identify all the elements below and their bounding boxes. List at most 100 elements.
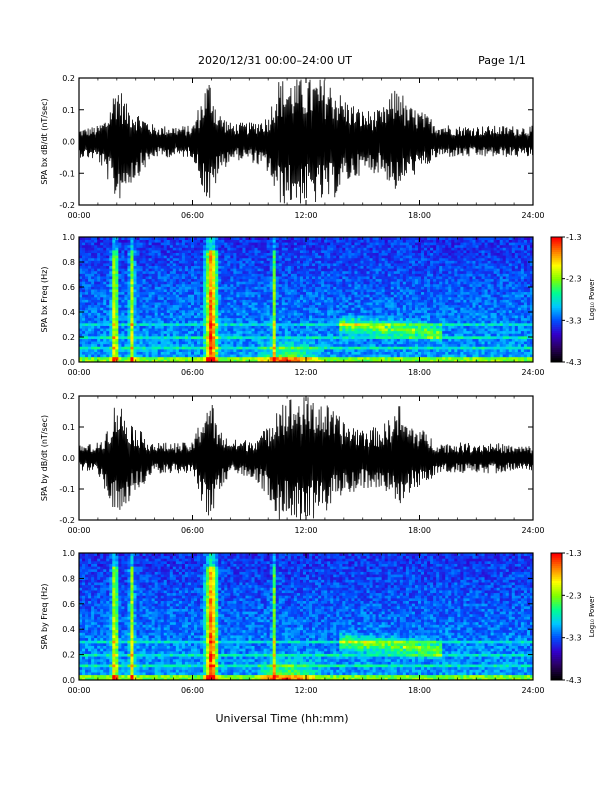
- spectrogram-cell: [106, 317, 110, 321]
- spectrogram-cell: [175, 335, 180, 339]
- spectrogram-cell: [315, 260, 319, 264]
- spectrogram-cell: [127, 328, 131, 332]
- spectrogram-cell: [369, 250, 373, 254]
- spectrogram-cell: [257, 299, 261, 303]
- spectrogram-cell: [154, 356, 159, 360]
- spectrogram-cell: [82, 302, 86, 306]
- spectrogram-cell: [218, 244, 222, 248]
- spectrogram-cell: [215, 343, 219, 347]
- spectrogram-cell: [318, 354, 322, 358]
- spectrogram-cell: [109, 276, 113, 280]
- spectrogram-cell: [299, 322, 304, 326]
- spectrogram-cell: [79, 268, 83, 272]
- spectrogram-cell: [339, 330, 343, 334]
- spectrogram-cell: [272, 278, 277, 282]
- spectrogram-cell: [287, 291, 292, 295]
- spectrogram-cell: [227, 330, 231, 334]
- spectrogram-cell: [166, 302, 171, 306]
- spectrogram-cell: [327, 278, 331, 282]
- spectrogram-cell: [233, 252, 237, 256]
- spectrogram-cell: [151, 291, 156, 295]
- spectrogram-cell: [145, 317, 150, 321]
- spectrogram-cell: [133, 283, 137, 287]
- spectrogram-cell: [115, 257, 119, 261]
- spectrogram-cell: [351, 244, 355, 248]
- spectrogram-cell: [215, 247, 219, 251]
- spectrogram-cell: [321, 322, 325, 326]
- spectrogram-cell: [194, 273, 198, 277]
- spectrogram-cell: [157, 289, 162, 293]
- spectrogram-cell: [363, 286, 367, 290]
- spectrogram-cell: [154, 286, 159, 290]
- spectrogram-cell: [369, 239, 373, 243]
- spectrogram-cell: [206, 294, 210, 298]
- spectrogram-cell: [118, 299, 122, 303]
- spectrogram-cell: [194, 265, 198, 269]
- spectrogram-cell: [85, 315, 89, 319]
- spectrogram-cell: [91, 328, 95, 332]
- spectrogram-cell: [290, 276, 295, 280]
- spectrogram-cell: [85, 343, 89, 347]
- spectrogram-cell: [260, 296, 265, 300]
- spectrogram-cell: [181, 237, 186, 240]
- spectrogram-cell: [215, 302, 219, 306]
- spectrogram-cell: [354, 289, 358, 293]
- spectrogram-cell: [206, 312, 210, 316]
- spectrogram-cell: [260, 299, 265, 303]
- spectrogram-cell: [151, 257, 156, 261]
- spectrogram-cell: [378, 257, 383, 261]
- spectrogram-cell: [363, 252, 367, 256]
- spectrogram-cell: [163, 296, 168, 300]
- spectrogram-cell: [293, 257, 298, 261]
- spectrogram-cell: [103, 338, 107, 342]
- spectrogram-cell: [318, 257, 322, 261]
- spectrogram-cell: [381, 263, 386, 267]
- spectrogram-cell: [109, 315, 113, 319]
- spectrogram-cell: [324, 260, 328, 264]
- spectrogram-cell: [321, 286, 325, 290]
- spectrogram-cell: [215, 255, 219, 259]
- spectrogram-cell: [148, 309, 153, 313]
- spectrogram-cell: [103, 341, 107, 345]
- spectrogram-cell: [115, 320, 119, 324]
- spectrogram-cell: [245, 317, 249, 321]
- spectrogram-cell: [206, 239, 210, 243]
- spectrogram-cell: [348, 276, 352, 280]
- spectrogram-cell: [221, 273, 225, 277]
- spectrogram-cell: [366, 265, 370, 269]
- spectrogram-cell: [230, 244, 234, 248]
- spectrogram-cell: [269, 315, 274, 319]
- spectrogram-cell: [166, 328, 171, 332]
- spectrogram-cell: [215, 263, 219, 267]
- spectrogram-cell: [375, 315, 380, 319]
- spectrogram-cell: [354, 250, 358, 254]
- spectrogram-cell: [163, 283, 168, 287]
- spectrogram-cell: [336, 294, 340, 298]
- spectrogram-cell: [233, 351, 237, 355]
- spectrogram-cell: [124, 299, 128, 303]
- spectrogram-cell: [384, 315, 389, 319]
- spectrogram-cell: [94, 304, 98, 308]
- spectrogram-cell: [227, 247, 231, 251]
- spectrogram-cell: [306, 354, 310, 358]
- spectrogram-cell: [175, 304, 180, 308]
- spectrogram-cell: [163, 320, 168, 324]
- spectrogram-cell: [312, 286, 316, 290]
- spectrogram-cell: [127, 263, 131, 267]
- spectrogram-cell: [100, 346, 104, 350]
- spectrogram-cell: [139, 328, 143, 332]
- spectrogram-cell: [236, 328, 240, 332]
- spectrogram-cell: [94, 354, 98, 358]
- spectrogram-cell: [284, 283, 289, 287]
- spectrogram-cell: [97, 278, 101, 282]
- spectrogram-cell: [330, 312, 334, 316]
- spectrogram-cell: [151, 276, 156, 280]
- spectrogram-cell: [336, 281, 340, 285]
- spectrogram-cell: [163, 242, 168, 246]
- spectrogram-cell: [139, 304, 143, 308]
- spectrogram-cell: [172, 325, 177, 329]
- spectrogram-cell: [127, 348, 131, 352]
- spectrogram-cell: [366, 333, 370, 337]
- spectrogram-cell: [336, 328, 340, 332]
- spectrogram-cell: [100, 341, 104, 345]
